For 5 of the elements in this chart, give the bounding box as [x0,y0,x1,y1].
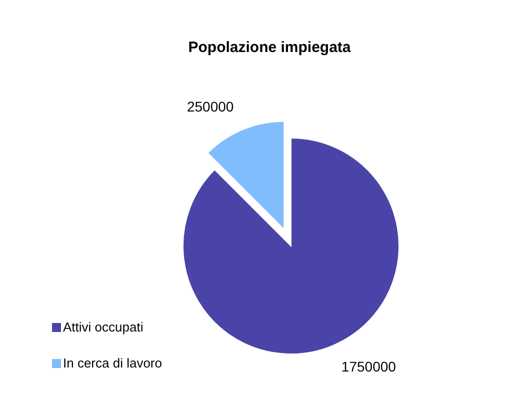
legend-label: In cerca di lavoro [63,355,162,370]
chart-title: Popolazione impiegata [188,39,352,56]
data-label: 250000 [186,98,234,114]
data-label: 1750000 [341,358,396,374]
legend-label: Attivi occupati [63,319,144,334]
